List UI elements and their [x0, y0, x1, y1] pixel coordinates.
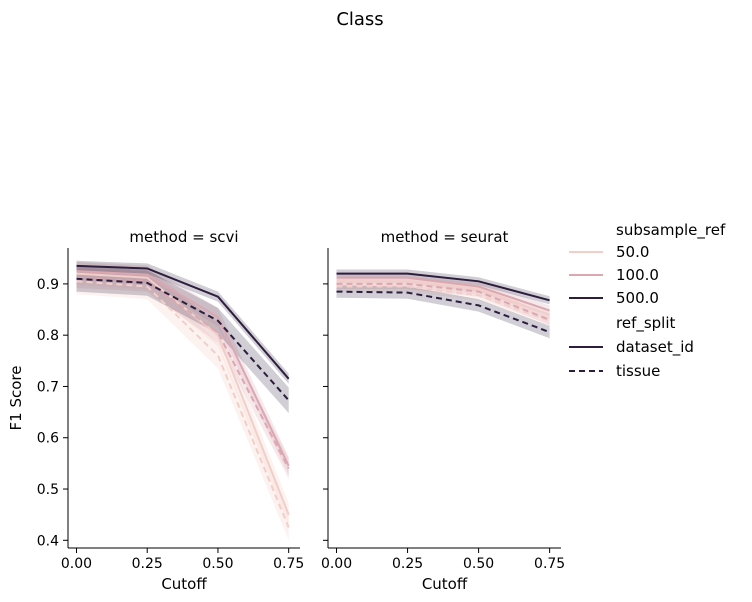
ci-band-500.0-dataset_id — [76, 260, 289, 384]
y-tick-label: 0.5 — [37, 482, 59, 498]
legend-hue-items: 50.0 100.0 500.0 — [569, 243, 659, 307]
legend-style-title: ref_split — [616, 314, 676, 333]
series-line-500.0-dataset_id — [336, 272, 550, 302]
x-tick-label: 0.50 — [202, 556, 233, 572]
legend-label-50.0: 50.0 — [616, 243, 649, 261]
series-line-500.0-tissue — [336, 290, 550, 334]
legend-label-100.0: 100.0 — [616, 266, 659, 284]
panel-title: method = seurat — [381, 228, 509, 246]
x-tick-label: 0.25 — [132, 556, 163, 572]
y-tick-label: 0.8 — [37, 328, 59, 344]
y-tick-label: 0.4 — [37, 533, 59, 549]
legend-hue-title: subsample_ref — [616, 221, 726, 240]
series-line-100.0-tissue — [336, 282, 550, 321]
x-tick-label: 0.75 — [534, 556, 565, 572]
series-line-50.0-tissue — [336, 285, 550, 322]
y-axis-label: F1 Score — [7, 366, 25, 431]
chart-panels: method = scvi 0.00 0.25 0.50 0.75 0.4 0.5 0.6 0.… — [7, 228, 565, 593]
y-tick-label: 0.6 — [37, 431, 59, 447]
x-axis-label: Cutoff — [422, 575, 468, 593]
series-line-50.0-dataset_id — [336, 280, 550, 316]
x-tick-label: 0.25 — [392, 556, 423, 572]
y-tick-label: 0.9 — [37, 277, 59, 293]
legend: subsample_ref 50.0 100.0 500.0 ref_split d… — [569, 221, 726, 380]
ci-band-50.0-tissue — [76, 268, 289, 541]
x-axis-label: Cutoff — [161, 575, 207, 593]
panel-seurat: method = seurat 0.00 0.25 0.50 0.75 Cutoff — [321, 228, 565, 593]
ci-band-100.0-dataset_id — [76, 261, 289, 476]
ci-band-50.0-dataset_id — [76, 262, 289, 526]
series-line-500.0-tissue — [76, 277, 290, 401]
ci-band-100.0-tissue — [76, 267, 289, 479]
series-line-100.0-tissue — [76, 276, 290, 469]
legend-label-tissue: tissue — [616, 362, 660, 380]
x-tick-label: 0.50 — [463, 556, 494, 572]
x-tick-label: 0.75 — [273, 556, 304, 572]
series-line-50.0-tissue — [76, 280, 290, 528]
series-line-100.0-dataset_id — [336, 276, 550, 312]
legend-label-500.0: 500.0 — [616, 289, 659, 307]
ci-band-500.0-tissue — [336, 285, 550, 339]
figure-title: Class — [336, 9, 383, 30]
x-tick-label: 0.00 — [321, 556, 352, 572]
series-line-100.0-dataset_id — [76, 270, 290, 467]
panel-scvi: method = scvi 0.00 0.25 0.50 0.75 0.4 0.5 0.6 0.… — [7, 228, 304, 593]
panel-title: method = scvi — [129, 228, 238, 246]
x-tick-label: 0.00 — [61, 556, 92, 572]
series-line-500.0-dataset_id — [76, 264, 290, 380]
y-tick-label: 0.7 — [37, 379, 59, 395]
legend-label-dataset_id: dataset_id — [616, 338, 694, 357]
